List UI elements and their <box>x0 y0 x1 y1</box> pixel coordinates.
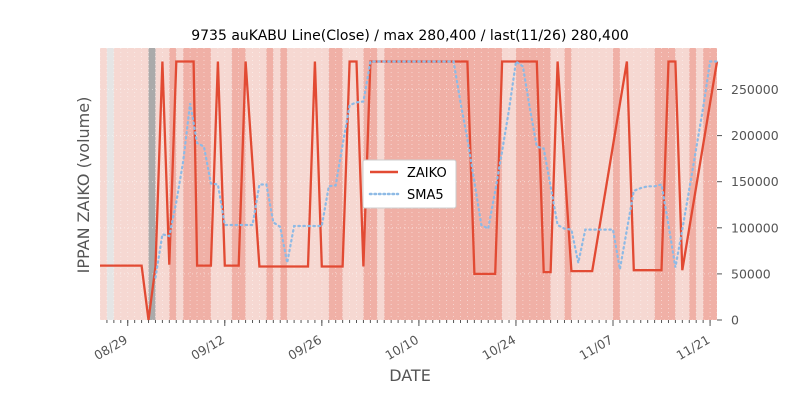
x-tick-label-4: 10/24 <box>480 332 519 363</box>
gray-band-0 <box>148 48 156 320</box>
x-axis-label: DATE <box>389 366 431 385</box>
y-tick-label-3: 150000 <box>731 174 779 189</box>
x-tick-label-6: 11/21 <box>674 332 713 363</box>
shade-band-light-0 <box>100 48 107 320</box>
legend: ZAIKO SMA5 <box>362 159 457 209</box>
series-sma5-line <box>154 59 719 279</box>
shade-band-light-14 <box>696 48 704 320</box>
shade-band-dark-10 <box>613 48 620 320</box>
x-tick-label-1: 09/12 <box>188 332 227 363</box>
x-tick-label-3: 10/10 <box>382 332 421 363</box>
series-layer <box>100 59 719 321</box>
x-tick-label-5: 11/07 <box>577 332 616 363</box>
y-tick-label-1: 50000 <box>731 266 771 281</box>
x-tick-label-0: 08/29 <box>91 332 130 363</box>
shade-band-light-4 <box>245 48 267 320</box>
x-tick-label-2: 09/26 <box>285 332 324 363</box>
shade-band-dark-3 <box>266 48 274 320</box>
chart-title: 9735 auKABU Line(Close) / max 280,400 / … <box>191 28 629 44</box>
y-tick-label-4: 200000 <box>731 128 779 143</box>
y-tick-label-5: 250000 <box>731 82 779 97</box>
y-ticks: 0 50000 100000 150000 200000 250000 <box>717 82 779 328</box>
shade-band-light-5 <box>273 48 281 320</box>
shade-band-dark-9 <box>564 48 572 320</box>
shade-band-light-12 <box>619 48 655 320</box>
legend-zaiko-label: ZAIKO <box>407 166 447 181</box>
shade-band-dark-8 <box>515 48 551 320</box>
shade-band-dark-4 <box>280 48 288 320</box>
x-ticks: 08/29 09/12 09/26 10/10 10/24 11/07 11/21 <box>91 320 712 363</box>
shade-band-dark-12 <box>689 48 697 320</box>
y-tick-label-2: 100000 <box>731 220 779 235</box>
legend-sma-label: SMA5 <box>407 188 444 203</box>
y-axis-label: IPPAN ZAIKO (volume) <box>74 97 93 274</box>
y-tick-label-0: 0 <box>731 313 739 328</box>
